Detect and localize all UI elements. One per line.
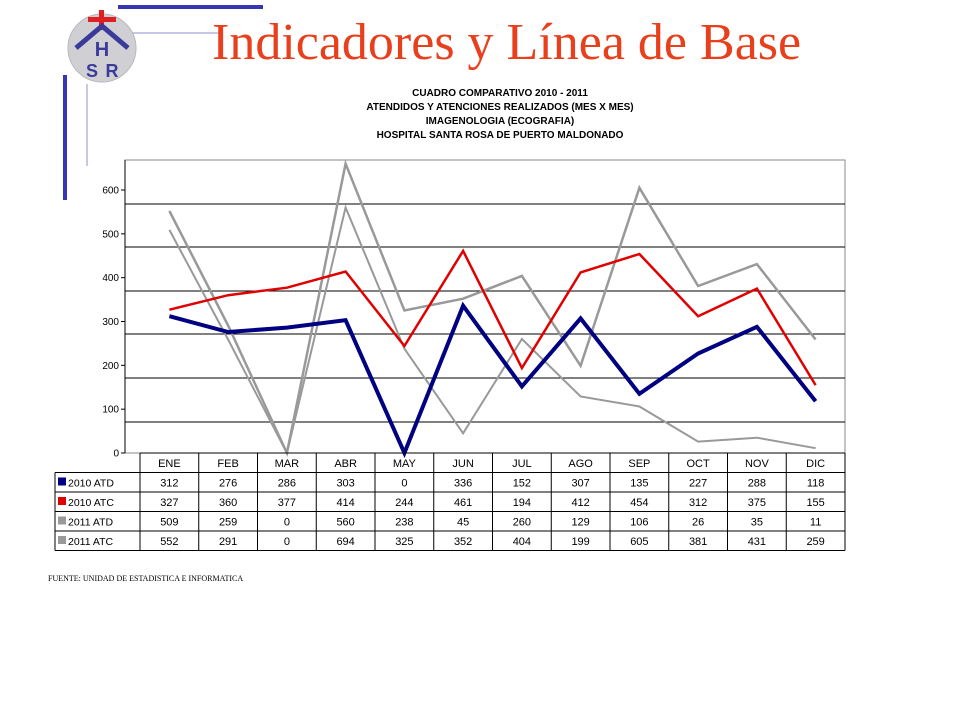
y-tick-label: 200: [102, 361, 119, 372]
data-table-cell: 194: [513, 497, 531, 509]
legend-label: 2010 ATD: [68, 478, 114, 490]
legend-swatch: [58, 477, 66, 486]
data-table-cell: 152: [513, 478, 531, 490]
logo-letter-r: R: [106, 61, 119, 81]
data-table-cell: 560: [336, 517, 354, 529]
data-table-cell: 312: [689, 497, 707, 509]
legend-label: 2011 ATC: [68, 536, 114, 548]
decor-line-top: [118, 5, 263, 9]
data-table-cell: 286: [278, 478, 296, 490]
data-table-cell: 155: [806, 497, 824, 509]
decor-line-light-v: [86, 84, 88, 166]
data-table-cell: 404: [513, 536, 531, 548]
data-table-cell: 276: [219, 478, 237, 490]
data-table-cell: 461: [454, 497, 472, 509]
data-table-cell: 307: [571, 478, 589, 490]
data-table-cell: 238: [395, 517, 413, 529]
data-table-cell: 259: [219, 517, 237, 529]
page-title: Indicadores y Línea de Base: [212, 14, 802, 71]
data-table-cell: 129: [571, 517, 589, 529]
x-category-label: MAY: [393, 458, 417, 470]
y-tick-label: 400: [102, 273, 119, 284]
data-table-cell: 412: [571, 497, 589, 509]
data-table-cell: 199: [571, 536, 589, 548]
x-category-label: ENE: [158, 458, 181, 470]
series-line-2011-atc: [168, 159, 817, 457]
data-table-cell: 327: [160, 497, 178, 509]
data-table-cell: 694: [336, 536, 354, 548]
y-tick-label: 600: [102, 186, 119, 197]
x-category-label: MAR: [275, 458, 300, 470]
data-table-cell: 291: [219, 536, 237, 548]
legend-label: 2010 ATC: [68, 497, 114, 509]
x-category-label: FEB: [217, 458, 238, 470]
legend-swatch: [58, 516, 66, 525]
data-table-cell: 227: [689, 478, 707, 490]
data-table-cell: 552: [160, 536, 178, 548]
cross-icon-horizontal: [88, 17, 116, 22]
data-table-cell: 325: [395, 536, 413, 548]
data-table-cell: 45: [457, 517, 469, 529]
x-category-label: JUL: [512, 458, 532, 470]
data-table-cell: 303: [336, 478, 354, 490]
data-table-cell: 26: [692, 517, 704, 529]
data-table-cell: 377: [278, 497, 296, 509]
x-category-label: AGO: [568, 458, 593, 470]
data-table-cell: 118: [807, 478, 825, 490]
y-tick-label: 0: [113, 449, 119, 460]
series-line-2010-atd: [168, 301, 818, 459]
x-category-label: ABR: [334, 458, 357, 470]
x-category-label: SEP: [628, 458, 650, 470]
y-tick-label: 100: [102, 405, 119, 416]
y-tick-label: 500: [102, 229, 119, 240]
source-note: FUENTE: UNIDAD DE ESTADISTICA E INFORMAT…: [48, 574, 244, 583]
legend-label: 2011 ATD: [68, 517, 114, 529]
x-category-label: NOV: [745, 458, 770, 470]
x-category-label: OCT: [687, 458, 711, 470]
data-table-cell: 312: [160, 478, 178, 490]
data-table-cell: 336: [454, 478, 472, 490]
data-table-cell: 259: [806, 536, 824, 548]
chart-title-block: CUADRO COMPARATIVO 2010 - 2011 ATENDIDOS…: [250, 87, 750, 143]
data-table-cell: 135: [630, 478, 648, 490]
legend-swatch: [58, 497, 66, 505]
data-table-cell: 106: [630, 517, 648, 529]
legend-swatch: [58, 536, 66, 544]
data-table-cell: 260: [513, 517, 531, 529]
chart-title-line-4: HOSPITAL SANTA ROSA DE PUERTO MALDONADO: [376, 130, 624, 141]
data-table-cell: 414: [336, 497, 354, 509]
logo-letter-s: S: [86, 61, 98, 81]
decor-line-left: [63, 75, 67, 200]
data-table-cell: 360: [219, 497, 237, 509]
data-table-cell: 288: [748, 478, 766, 490]
data-table-cell: 509: [160, 517, 178, 529]
data-table-cell: 375: [748, 497, 766, 509]
decor-line-light-h: [102, 32, 222, 34]
x-category-label: JUN: [452, 458, 473, 470]
plot-area: [124, 159, 846, 454]
data-table-cell: 454: [630, 497, 648, 509]
hospital-logo: H S R: [67, 10, 137, 83]
logo-letter-h: H: [95, 39, 109, 61]
chart-title-line-2: ATENDIDOS Y ATENCIONES REALIZADOS (MES X…: [366, 102, 634, 113]
chart-title-line-1: CUADRO COMPARATIVO 2010 - 2011: [412, 88, 588, 99]
data-table-cell: 0: [284, 536, 290, 548]
data-table-cell: 0: [284, 517, 290, 529]
data-table-cell: 352: [454, 536, 472, 548]
chart-title-line-3: IMAGENOLOGIA (ECOGRAFIA): [425, 116, 575, 127]
data-table-cell: 0: [401, 478, 407, 490]
x-category-label: DIC: [806, 458, 825, 470]
data-table-cell: 11: [810, 517, 821, 529]
data-table-cell: 381: [689, 536, 707, 548]
y-tick-label: 300: [102, 317, 119, 328]
series-line-2010-atc: [169, 248, 817, 386]
data-table-cell: 605: [630, 536, 648, 548]
data-table-cell: 35: [751, 517, 763, 529]
data-table-cell: 244: [395, 497, 413, 509]
data-table-cell: 431: [748, 536, 766, 548]
